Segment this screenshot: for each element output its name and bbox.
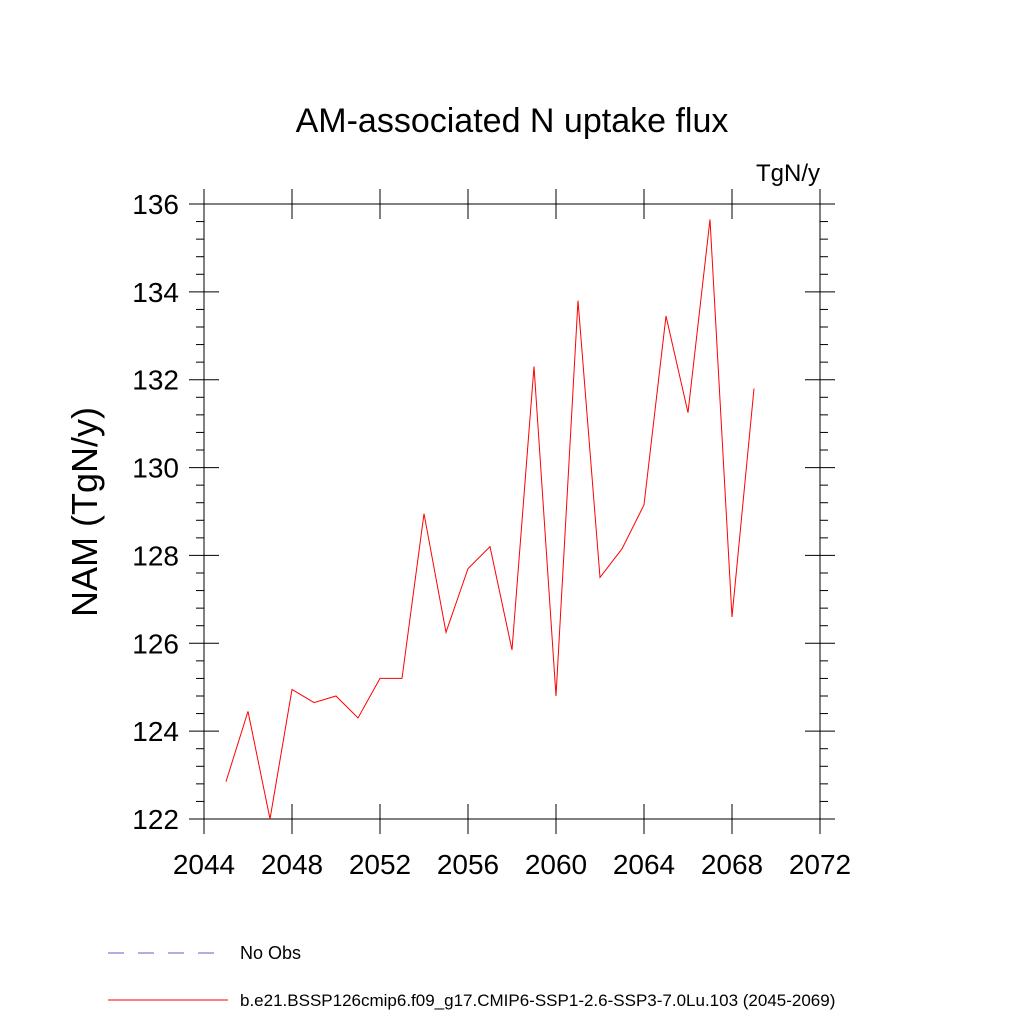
- series-line: [225, 219, 755, 820]
- y-tick-label: 122: [132, 804, 179, 835]
- units-label: TgN/y: [756, 160, 820, 187]
- plot-frame: [203, 203, 821, 820]
- y-tick-label: 130: [132, 453, 179, 484]
- y-tick-label: 126: [132, 628, 179, 659]
- y-tick-label: 136: [132, 189, 179, 220]
- legend-label-model: b.e21.BSSP126cmip6.f09_g17.CMIP6-SSP1-2.…: [240, 991, 835, 1010]
- x-tick-label: 2044: [173, 849, 235, 880]
- x-tick-label: 2064: [613, 849, 675, 880]
- y-axis-ticks: [189, 203, 835, 820]
- y-axis-tick-labels: 122 124 126 128 130 132 134 136: [132, 189, 179, 835]
- legend-label-no-obs: No Obs: [240, 943, 301, 963]
- x-tick-label: 2052: [349, 849, 411, 880]
- y-tick-label: 124: [132, 716, 179, 747]
- x-tick-label: 2072: [789, 849, 851, 880]
- x-tick-label: 2048: [261, 849, 323, 880]
- x-axis-ticks: [203, 189, 821, 834]
- y-tick-label: 128: [132, 540, 179, 571]
- y-tick-label: 134: [132, 277, 179, 308]
- y-axis-label: NAM (TgN/y): [64, 407, 105, 617]
- legend: No Obs b.e21.BSSP126cmip6.f09_g17.CMIP6-…: [108, 943, 835, 1010]
- x-tick-label: 2056: [437, 849, 499, 880]
- x-tick-label: 2060: [525, 849, 587, 880]
- x-tick-label: 2068: [701, 849, 763, 880]
- x-axis-tick-labels: 2044 2048 2052 2056 2060 2064 2068 2072: [173, 849, 851, 880]
- chart-title: AM-associated N uptake flux: [296, 102, 729, 140]
- y-tick-label: 132: [132, 365, 179, 396]
- series-layer: [225, 219, 755, 820]
